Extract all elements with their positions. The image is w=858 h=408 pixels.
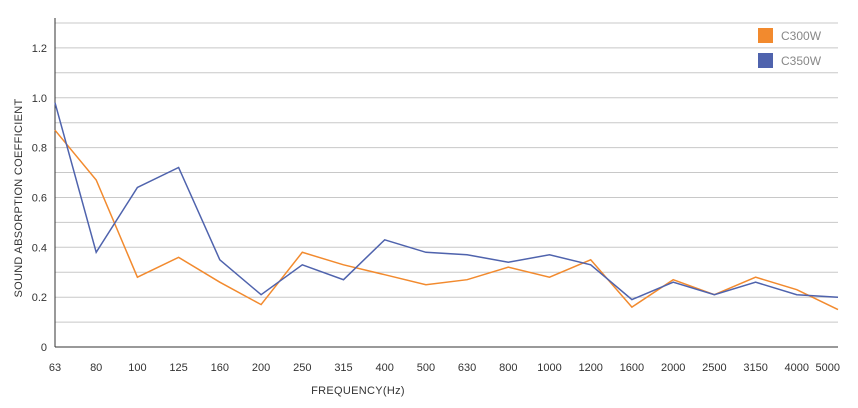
legend-swatch-c350w	[758, 53, 773, 68]
legend-swatch-c300w	[758, 28, 773, 43]
x-tick-labels: 63 80 100 125 160 200 250 315 400 500 630 800 1000 12…	[49, 362, 840, 374]
x-tick-label: 200	[252, 362, 270, 374]
x-tick-label: 125	[169, 362, 187, 374]
y-tick-labels: 0 0.2 0.4 0.6 0.8 1.0 1.2	[32, 43, 47, 354]
x-tick-label: 80	[90, 362, 102, 374]
x-tick-label: 800	[499, 362, 517, 374]
y-tick-label: 0.6	[32, 193, 47, 205]
x-tick-label: 63	[49, 362, 61, 374]
x-tick-label: 5000	[816, 362, 840, 374]
x-tick-label: 400	[376, 362, 394, 374]
y-axis-title: SOUND ABSORPTION COEFFICIENT	[13, 98, 25, 297]
y-tick-label: 1.0	[32, 93, 47, 105]
y-tick-label: 1.2	[32, 43, 47, 55]
x-tick-label: 250	[293, 362, 311, 374]
x-axis-title: FREQUENCY(Hz)	[311, 385, 405, 397]
x-tick-label: 500	[417, 362, 435, 374]
y-tick-label: 0.8	[32, 143, 47, 155]
x-tick-label: 315	[334, 362, 352, 374]
x-tick-label: 2000	[661, 362, 685, 374]
series-line-c350w	[54, 102, 839, 301]
x-tick-label: 3150	[743, 362, 767, 374]
x-tick-label: 1000	[537, 362, 561, 374]
x-tick-label: 630	[458, 362, 476, 374]
legend-label-c300w: C300W	[781, 29, 822, 43]
y-tick-label: 0	[41, 342, 47, 354]
grid-lines	[55, 22, 838, 323]
x-tick-label: 4000	[785, 362, 809, 374]
x-tick-label: 1600	[620, 362, 644, 374]
series-lines	[54, 102, 839, 311]
x-tick-label: 2500	[702, 362, 726, 374]
legend: C300W C350W	[758, 28, 822, 68]
x-tick-label: 160	[211, 362, 229, 374]
axes	[54, 18, 838, 348]
y-tick-label: 0.4	[32, 242, 47, 254]
series-line-c300w	[54, 129, 839, 311]
legend-label-c350w: C350W	[781, 54, 822, 68]
y-tick-label: 0.2	[32, 292, 47, 304]
x-tick-label: 1200	[578, 362, 602, 374]
x-tick-label: 100	[128, 362, 146, 374]
